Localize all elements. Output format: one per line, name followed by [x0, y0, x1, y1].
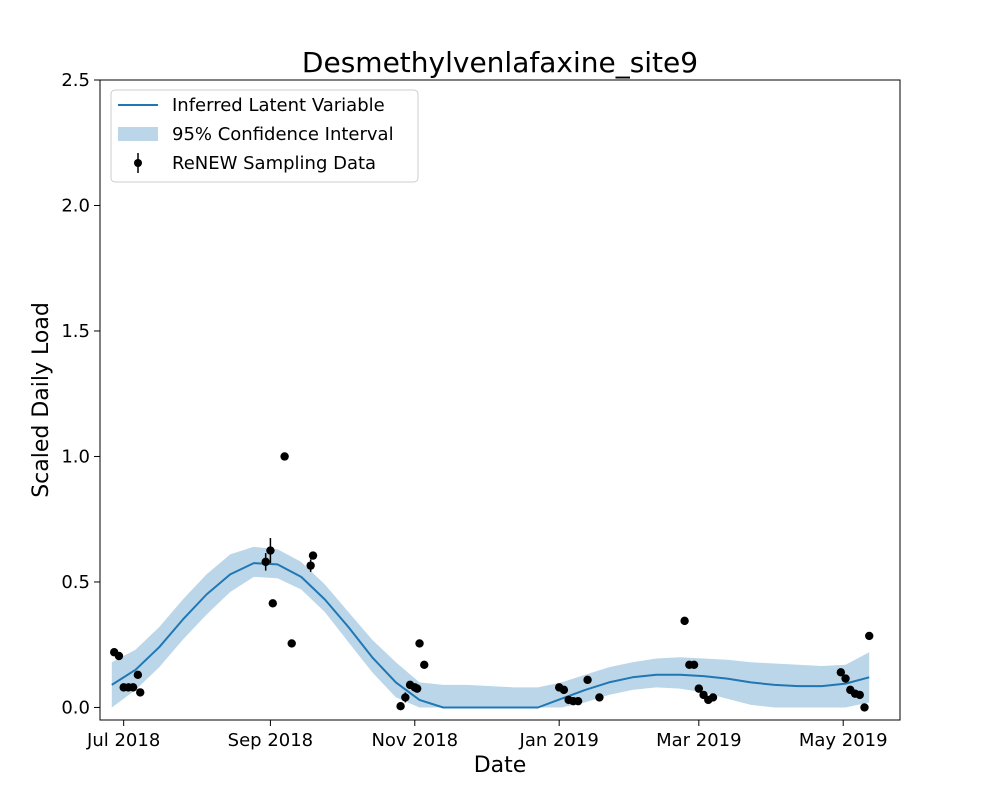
y-tick-label: 2.0 [61, 195, 90, 216]
sample-point [415, 639, 424, 648]
plot-area: Jul 2018 Sep 2018 Nov 2018 Jan 2019 Mar 2019… [61, 70, 901, 751]
plot-frame [99, 79, 901, 721]
x-tick-label: Jul 2018 [86, 730, 160, 751]
sample-point [865, 631, 874, 641]
sample-point [595, 693, 604, 702]
x-tick-label: May 2019 [799, 730, 888, 751]
legend: Inferred Latent Variable 95% Confidence … [110, 89, 419, 183]
sample-point [306, 561, 315, 570]
sample-point [128, 683, 138, 692]
legend-marker-swatch [134, 159, 142, 167]
latent-variable-line [111, 562, 870, 709]
sample-point [689, 660, 699, 669]
sample-point [308, 551, 318, 560]
y-tick-label: 1.0 [61, 446, 90, 467]
sample-point [133, 670, 143, 680]
y-tick-label: 0.5 [61, 572, 90, 593]
sample-point [136, 688, 145, 697]
sample-point [708, 693, 718, 702]
y-tick-label: 1.5 [61, 321, 90, 342]
sample-point [280, 452, 289, 461]
sample-point [420, 660, 429, 669]
sample-point [855, 690, 864, 700]
legend-label-samples: ReNEW Sampling Data [172, 153, 376, 174]
sample-point [396, 701, 405, 711]
x-tick-label: Mar 2019 [656, 730, 742, 751]
x-tick-label: Jan 2019 [519, 730, 599, 751]
confidence-band [111, 546, 870, 708]
x-tick-label: Sep 2018 [228, 730, 313, 751]
sample-point [268, 599, 277, 608]
sample-point [261, 557, 270, 567]
sample-point [287, 639, 296, 648]
legend-label-confidence: 95% Confidence Interval [172, 124, 394, 145]
sample-point [860, 703, 869, 712]
x-tick-label: Nov 2018 [371, 730, 458, 751]
sample-point [694, 684, 704, 693]
legend-label-latent: Inferred Latent Variable [172, 95, 385, 116]
chart-title: Desmethylvenlafaxine_site9 [302, 46, 698, 79]
legend-frame [110, 89, 419, 183]
x-axis-title: Date [474, 753, 527, 778]
sample-point [836, 668, 846, 677]
sample-point [266, 546, 275, 555]
sample-point [583, 675, 592, 685]
sample-point [841, 674, 850, 683]
y-axis-title: Scaled Daily Load [29, 302, 54, 498]
sample-point [573, 696, 583, 706]
y-tick-label: 2.5 [61, 70, 90, 91]
y-tick-label: 0.0 [61, 697, 90, 718]
sample-point [680, 616, 689, 626]
sample-point [401, 693, 410, 702]
sample-point [114, 651, 124, 661]
sample-point [559, 685, 569, 695]
legend-band-swatch [118, 127, 158, 141]
sample-point [412, 684, 422, 693]
